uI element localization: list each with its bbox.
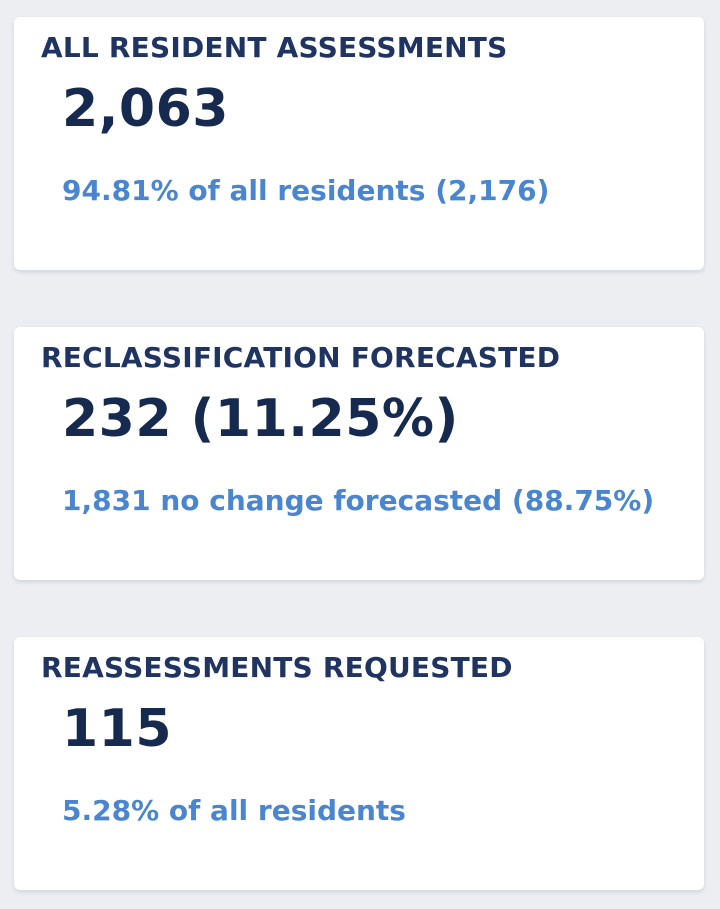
card-title: ALL RESIDENT ASSESSMENTS bbox=[41, 31, 508, 64]
card-subtext: 5.28% of all residents bbox=[62, 794, 406, 827]
reassessments-requested-card: REASSESSMENTS REQUESTED 115 5.28% of all… bbox=[14, 637, 704, 890]
card-value: 2,063 bbox=[62, 79, 229, 139]
reclassification-forecasted-card: RECLASSIFICATION FORECASTED 232 (11.25%)… bbox=[14, 327, 704, 580]
card-subtext: 1,831 no change forecasted (88.75%) bbox=[62, 484, 655, 517]
card-value: 232 (11.25%) bbox=[62, 389, 459, 449]
card-value: 115 bbox=[62, 699, 173, 759]
card-subtext: 94.81% of all residents (2,176) bbox=[62, 174, 550, 207]
all-resident-assessments-card: ALL RESIDENT ASSESSMENTS 2,063 94.81% of… bbox=[14, 17, 704, 270]
card-title: REASSESSMENTS REQUESTED bbox=[41, 651, 513, 684]
card-title: RECLASSIFICATION FORECASTED bbox=[41, 341, 561, 374]
